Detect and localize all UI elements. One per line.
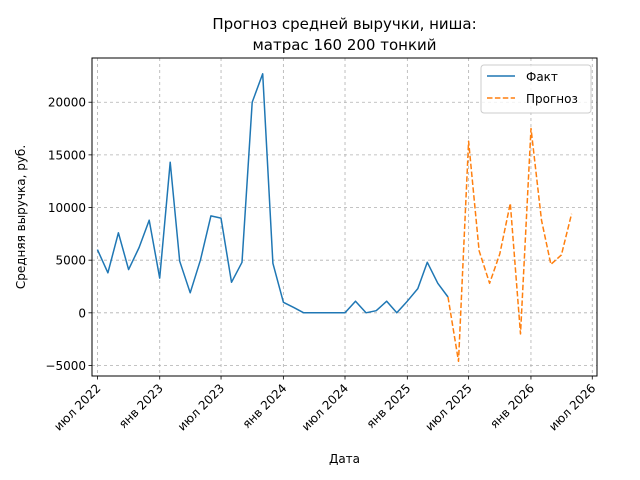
series-line-forecast xyxy=(447,127,573,363)
x-axis-label: Дата xyxy=(329,452,360,466)
y-axis-ticks: −5000 0 5000 10000 15000 20000 xyxy=(45,96,92,373)
y-tick-label: 10000 xyxy=(48,201,86,215)
legend: Факт Прогноз xyxy=(480,64,592,114)
chart-title-line1: Прогноз средней выручки, ниша: xyxy=(212,15,476,33)
series-lines xyxy=(96,73,573,363)
y-axis-label: Средняя выручка, руб. xyxy=(14,145,28,289)
series-line-fact xyxy=(96,73,449,314)
plot-frame xyxy=(91,57,598,377)
y-tick-label: 5000 xyxy=(55,254,86,268)
legend-box xyxy=(480,64,592,114)
legend-label-forecast: Прогноз xyxy=(526,92,578,106)
y-tick-label: −5000 xyxy=(45,359,86,373)
y-tick-label: 15000 xyxy=(48,148,86,162)
y-tick-label: 0 xyxy=(78,306,86,320)
chart-title-line2: матрас 160 200 тонкий xyxy=(252,36,436,54)
y-tick-label: 20000 xyxy=(48,96,86,110)
legend-label-fact: Факт xyxy=(526,70,558,84)
